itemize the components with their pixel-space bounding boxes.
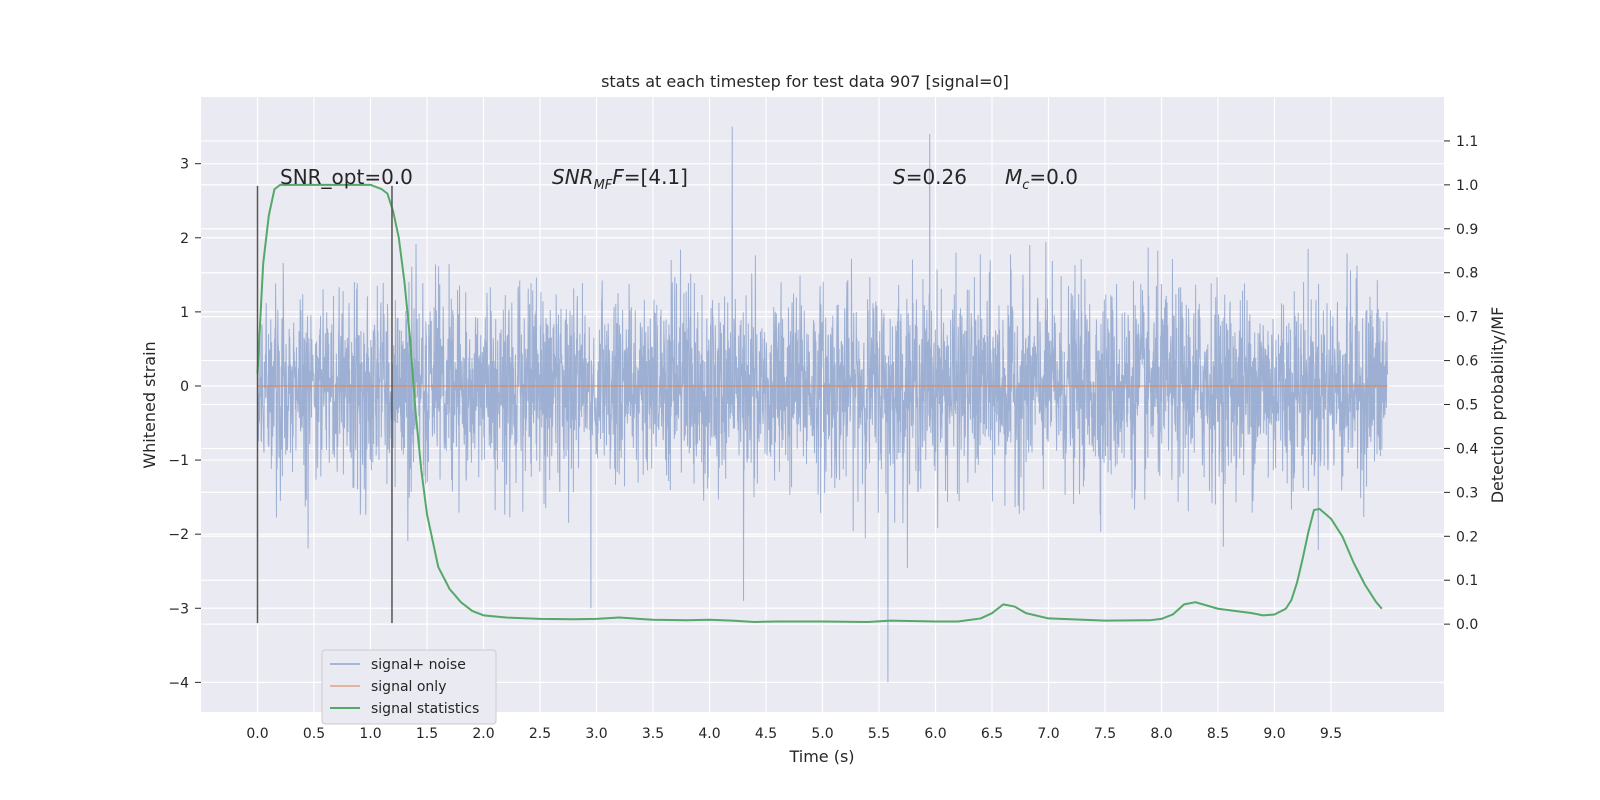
y2-tick-label: 0.6 <box>1456 354 1478 370</box>
y2-tick-label: 0.8 <box>1456 266 1478 282</box>
x-tick-label: 1.5 <box>416 726 438 742</box>
annotation-s: S=0.26 <box>893 165 967 189</box>
y-tick-label: 0 <box>180 379 189 395</box>
y2-tick-label: 0.2 <box>1456 529 1478 545</box>
signal-statistics-line <box>256 183 1383 623</box>
y2-tick-label: 1.1 <box>1456 134 1478 150</box>
x-axis-label: Time (s) <box>788 747 854 766</box>
y2-tick-label: 0.4 <box>1456 441 1478 457</box>
x-tick-label: 1.0 <box>359 726 381 742</box>
x-tick-label: 9.5 <box>1320 726 1342 742</box>
annotation-snr-mf-f: F <box>612 165 624 189</box>
y2-tick-label: 0.5 <box>1456 398 1478 414</box>
annotation-snr-mf-value: =[4.1] <box>624 165 688 189</box>
x-tick-label: 9.0 <box>1263 726 1285 742</box>
x-tick-label: 0.0 <box>246 726 268 742</box>
x-tick-label: 6.5 <box>981 726 1003 742</box>
legend-box <box>321 649 497 725</box>
annotation-snr-opt: SNR_opt=0.0 <box>280 165 413 189</box>
y-tick-label: −3 <box>168 601 189 617</box>
y-tick-label: 2 <box>180 231 189 247</box>
x-tick-label: 7.0 <box>1037 726 1059 742</box>
annotation-snr-mf: SNRMFF=[4.1] <box>552 165 688 193</box>
y2-tick-label: 0.9 <box>1456 222 1478 238</box>
annotation-snr-mf-sub: MF <box>594 178 613 193</box>
y2-tick-label: 0.1 <box>1456 573 1478 589</box>
x-tick-label: 4.0 <box>698 726 720 742</box>
y-axis-ticks: 3 2 1 0 −1 −2 −3 −4 <box>168 157 201 691</box>
y-tick-label: 1 <box>180 305 189 321</box>
legend-label-signal-only: signal only <box>371 679 446 695</box>
legend-label-signal-noise: signal+ noise <box>371 657 466 673</box>
series-signal-noise <box>257 126 1388 683</box>
series-signal-statistics <box>256 183 1383 623</box>
annotation-mc-value: =0.0 <box>1029 165 1078 189</box>
legend: signal+ noise signal only signal statist… <box>321 649 497 725</box>
x-tick-label: 4.5 <box>755 726 777 742</box>
annotation-mc: Mc=0.0 <box>1005 165 1078 193</box>
annotation-s-value: =0.26 <box>906 165 967 189</box>
legend-label-signal-statistics: signal statistics <box>371 701 479 717</box>
annotation-snr-mf-base: SNR <box>552 165 594 189</box>
y2-axis-ticks: 1.1 1.0 0.9 0.8 0.7 0.6 0.5 0.4 0.3 0.2 0.1 0.0 <box>1444 134 1478 633</box>
y-tick-label: −2 <box>168 527 189 543</box>
x-tick-label: 3.5 <box>642 726 664 742</box>
x-tick-label: 2.0 <box>472 726 494 742</box>
y-tick-label: −4 <box>168 675 189 691</box>
x-tick-label: 5.5 <box>868 726 890 742</box>
y2-axis-label: Detection probability/MF <box>1488 307 1507 504</box>
x-tick-label: 8.0 <box>1150 726 1172 742</box>
y2-tick-label: 0.7 <box>1456 310 1478 326</box>
annotation-mc-var: M <box>1005 165 1022 189</box>
y-tick-label: 3 <box>180 157 189 173</box>
x-tick-label: 2.5 <box>529 726 551 742</box>
y-tick-label: −1 <box>168 453 189 469</box>
y2-tick-label: 0.3 <box>1456 485 1478 501</box>
x-tick-label: 0.5 <box>303 726 325 742</box>
x-axis-ticks: 0.0 0.5 1.0 1.5 2.0 2.5 3.0 3.5 4.0 4.5 5.0 5.5 6.0 6… <box>246 726 1342 742</box>
annotation-mc-sub: c <box>1022 178 1029 193</box>
x-tick-label: 5.0 <box>811 726 833 742</box>
annotations: SNR_opt=0.0 SNRMFF=[4.1] S=0.26 Mc=0.0 <box>280 165 1078 193</box>
x-tick-label: 7.5 <box>1094 726 1116 742</box>
y2-tick-label: 0.0 <box>1456 617 1478 633</box>
signal-noise-line <box>257 126 1388 683</box>
x-tick-label: 6.0 <box>924 726 946 742</box>
x-tick-label: 3.0 <box>585 726 607 742</box>
annotation-s-var: S <box>893 165 906 189</box>
x-tick-label: 8.5 <box>1207 726 1229 742</box>
y2-tick-label: 1.0 <box>1456 178 1478 194</box>
y-axis-label: Whitened strain <box>140 341 159 468</box>
chart-title: stats at each timestep for test data 907… <box>601 72 1009 91</box>
vertical-markers <box>256 185 393 624</box>
